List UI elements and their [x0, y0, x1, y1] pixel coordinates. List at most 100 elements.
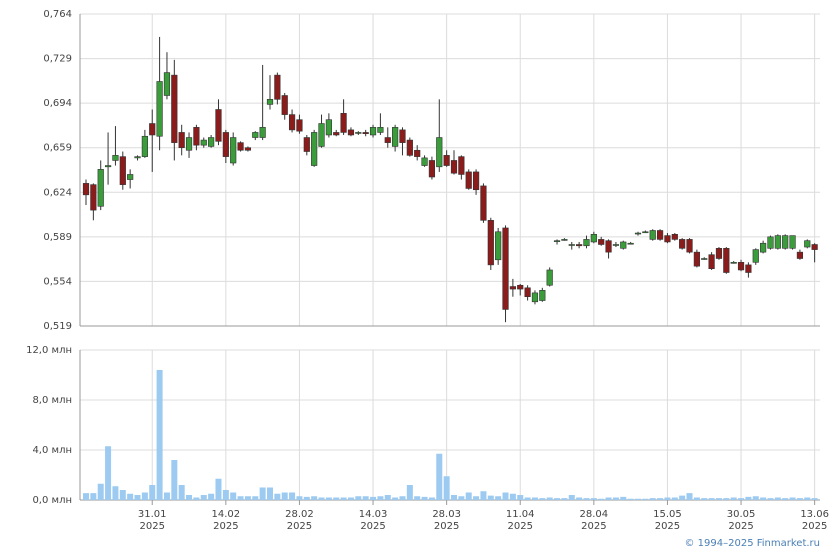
volume-bar	[171, 460, 178, 500]
volume-bar	[289, 492, 296, 500]
y-tick-label: 0,0 млн	[32, 495, 72, 506]
candle-body	[281, 95, 288, 115]
candle-body	[97, 169, 104, 207]
volume-bar	[458, 496, 465, 500]
candle-body	[318, 123, 325, 147]
x-tick-label: 28.02	[285, 509, 314, 520]
candle-body	[804, 240, 811, 248]
candle-body	[649, 230, 656, 240]
volume-bar	[657, 498, 664, 500]
volume-bar	[789, 497, 796, 500]
candle-body	[90, 184, 97, 211]
volume-bar	[649, 498, 656, 500]
candle-body	[480, 185, 487, 221]
volume-bar	[576, 497, 583, 500]
volume-bar	[208, 493, 215, 500]
footer: © 1994–2025 Finmarket.ru	[684, 538, 820, 549]
volume-bar	[495, 496, 502, 500]
volume-bar	[230, 492, 237, 500]
candle-body	[495, 231, 502, 261]
candle-body	[568, 244, 575, 246]
volume-bar	[708, 498, 715, 500]
volume-bar	[347, 497, 354, 500]
candle-body	[244, 147, 252, 151]
volume-bar	[671, 497, 678, 500]
volume-bar	[252, 496, 259, 500]
candle-body	[553, 240, 561, 242]
volume-bar	[384, 495, 391, 500]
candle-body	[252, 132, 259, 138]
volume-bar	[186, 495, 193, 500]
candle-body	[679, 239, 686, 249]
volume-bar	[487, 495, 494, 500]
volume-bar	[635, 498, 641, 500]
candle-body	[789, 235, 796, 249]
candle-body	[487, 220, 494, 266]
volume-bar	[259, 487, 266, 500]
x-tick-year: 2025	[655, 521, 680, 532]
candle-body	[156, 81, 163, 137]
volume-bar	[244, 496, 251, 500]
candle-body	[171, 74, 178, 143]
volume-bar	[745, 496, 752, 500]
volume-bar	[215, 478, 222, 500]
candle-body	[472, 171, 480, 191]
x-tick-year: 2025	[434, 521, 459, 532]
volume-bar	[134, 495, 141, 500]
volume-bar	[539, 498, 546, 500]
candle-body	[149, 123, 156, 136]
volume-bar	[428, 497, 435, 500]
volume-bar	[406, 485, 413, 500]
volume-bar	[620, 496, 627, 500]
volume-bar	[590, 498, 597, 500]
candle-body	[163, 72, 171, 96]
volume-bar	[612, 497, 619, 500]
x-tick-label: 11.04	[506, 509, 535, 520]
candle-body	[369, 127, 377, 136]
candle-body	[222, 132, 229, 157]
volume-bar	[480, 491, 487, 500]
candle-body	[693, 251, 700, 267]
volume-bar	[598, 498, 605, 500]
x-tick-year: 2025	[360, 521, 385, 532]
volume-bar	[274, 493, 281, 500]
volume-bar	[90, 493, 97, 500]
volume-bar	[568, 495, 575, 500]
candle-body	[384, 137, 391, 143]
candle-body	[450, 160, 458, 174]
candle-body	[127, 174, 134, 180]
candle-body	[752, 249, 759, 263]
volume-bar	[200, 495, 207, 500]
candle-body	[811, 244, 818, 250]
candle-body	[266, 99, 274, 105]
y-tick-label: 0,764	[43, 9, 72, 20]
candle-body	[215, 109, 222, 142]
candle-body	[605, 240, 612, 253]
candle-body	[208, 137, 215, 147]
candle-body	[546, 269, 553, 286]
candle-body	[590, 234, 597, 243]
candle-body	[796, 251, 804, 259]
volume-bar	[679, 495, 686, 500]
candle-body	[377, 127, 384, 133]
volume-bar	[141, 492, 148, 500]
candle-body	[664, 235, 671, 243]
candle-body	[760, 242, 767, 253]
volume-bar	[605, 497, 612, 500]
candle-body	[576, 244, 583, 247]
volume-bar	[451, 495, 457, 500]
candle-body	[141, 135, 148, 157]
candle-body	[333, 132, 340, 136]
y-tick-label: 0,624	[43, 187, 72, 198]
candle-body	[774, 235, 781, 249]
candle-body	[178, 132, 185, 149]
x-tick-label: 13.06	[800, 509, 829, 520]
volume-bar	[325, 497, 332, 500]
candle-body	[288, 114, 296, 131]
volume-bar	[362, 496, 369, 500]
candle-body	[465, 171, 472, 189]
y-tick-label: 0,589	[43, 232, 72, 243]
candle-body	[620, 241, 627, 249]
volume-bar	[97, 483, 104, 500]
